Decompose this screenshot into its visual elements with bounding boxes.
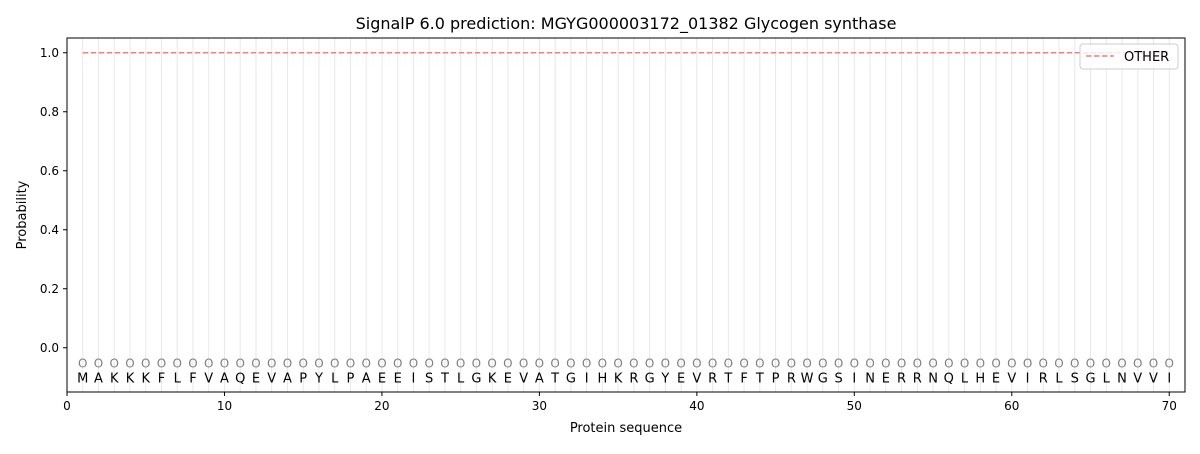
chart-title: SignalP 6.0 prediction: MGYG000003172_01… xyxy=(356,14,897,34)
y-tick-label: 0.2 xyxy=(40,282,59,296)
x-tick-label: 60 xyxy=(1004,399,1019,413)
y-axis: 0.0 0.2 0.4 0.6 0.8 1.0 xyxy=(40,46,67,355)
x-axis: 0 10 20 30 40 50 60 70 xyxy=(63,392,1177,413)
plot-frame xyxy=(66,37,1186,393)
x-tick-label: 20 xyxy=(374,399,389,413)
x-tick-label: 40 xyxy=(689,399,704,413)
x-tick-label: 0 xyxy=(63,399,71,413)
legend: OTHER xyxy=(1079,43,1179,70)
y-tick-label: 0.0 xyxy=(40,341,59,355)
predicted-labels: OOOOOOOOOOOOOOOOOOOOOOOOOOOOOOOOOOOOOOOO… xyxy=(78,357,1174,371)
y-tick-label: 0.6 xyxy=(40,164,59,178)
y-tick-label: 0.4 xyxy=(40,223,59,237)
x-tick-label: 30 xyxy=(532,399,547,413)
x-tick-label: 10 xyxy=(217,399,232,413)
x-axis-label: Protein sequence xyxy=(570,421,682,436)
y-axis-label: Probability xyxy=(15,180,30,249)
y-tick-label: 1.0 xyxy=(40,46,59,60)
x-tick-label: 70 xyxy=(1162,399,1177,413)
residue-grid xyxy=(82,38,1170,392)
x-tick-label: 50 xyxy=(847,399,862,413)
y-tick-label: 0.8 xyxy=(40,105,59,119)
residue-sequence: MAKKKFLFVAQEVAPYLPAEEISTLGKEVATGIHKRGYEV… xyxy=(77,371,1171,386)
legend-label-other: OTHER xyxy=(1124,50,1169,65)
legend-box xyxy=(1079,43,1179,70)
